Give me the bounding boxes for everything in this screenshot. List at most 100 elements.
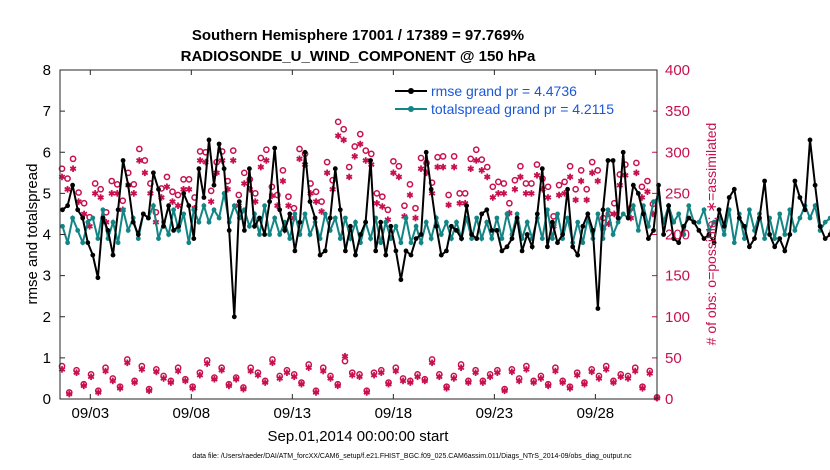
obs-assimilated-marker-low [290, 373, 298, 381]
rmse-point [777, 236, 783, 242]
obs-assimilated-marker-low [305, 364, 313, 372]
y-right-tick-label: 200 [665, 227, 690, 244]
obs-assimilated-marker-low [544, 382, 552, 390]
obs-assimilated-marker-low [312, 389, 320, 396]
obs-possible-marker [58, 165, 66, 173]
rmse-point [403, 248, 409, 254]
obs-assimilated-marker-low [87, 373, 95, 381]
obs-assimilated-marker-low [523, 366, 530, 373]
obs-possible-marker [506, 199, 513, 207]
obs-assimilated-marker-low [341, 352, 349, 360]
obs-possible-marker [351, 143, 359, 150]
totalspread-point [186, 240, 192, 246]
obs-assimilated-marker-low [595, 375, 603, 382]
obs-assimilated-marker [279, 177, 287, 185]
obs-assimilated-marker [472, 157, 480, 164]
obs-possible-marker [633, 159, 640, 167]
rmse-point [671, 236, 677, 242]
obs-possible-marker [323, 158, 331, 166]
obs-assimilated-marker-low [436, 373, 443, 381]
rmse-point [772, 244, 778, 250]
rmse-point [797, 195, 803, 200]
rmse-point [317, 252, 323, 258]
obs-assimilated-marker-low [406, 379, 414, 386]
totalspread-point [211, 207, 217, 213]
totalspread-point [418, 240, 424, 246]
obs-possible-marker [329, 176, 336, 184]
rmse-point [747, 244, 752, 250]
obs-possible-marker [555, 181, 563, 189]
totalspread-point [580, 240, 586, 246]
totalspread-point [696, 219, 702, 225]
obs-assimilated-marker-low [174, 367, 182, 375]
legend-rmse-marker [408, 88, 414, 94]
totalspread-point [80, 240, 86, 246]
rmse-point [489, 228, 495, 233]
rmse-point [388, 223, 394, 229]
obs-possible-marker [185, 176, 193, 183]
rmse-point [151, 170, 156, 176]
obs-assimilated-marker [395, 173, 403, 181]
y-axis-left-label: rmse and totalspread [24, 164, 41, 305]
rmse-point [464, 203, 469, 209]
obs-assimilated-marker [141, 169, 149, 177]
obs-assimilated-marker-low [581, 380, 588, 388]
obs-assimilated-marker [594, 177, 602, 185]
obs-assimilated-marker-low [319, 367, 327, 375]
rmse-point [373, 248, 379, 254]
obs-assimilated-marker [130, 190, 138, 197]
rmse-point [635, 191, 641, 196]
obs-assimilated-marker [323, 169, 331, 177]
obs-assimilated-marker-low [102, 367, 109, 375]
obs-possible-marker [75, 189, 82, 196]
rmse-point [363, 219, 368, 225]
rmse-point [570, 244, 576, 250]
rmse-point [247, 166, 252, 172]
obs-assimilated-marker-low [624, 375, 632, 382]
y-right-tick-label: 50 [665, 350, 682, 367]
rmse-point [762, 178, 767, 184]
rmse-point [807, 137, 813, 143]
obs-assimilated-marker-low [109, 377, 117, 385]
totalspread-point [610, 232, 616, 237]
obs-possible-marker [290, 204, 298, 212]
rmse-point [327, 215, 333, 221]
obs-possible-marker [572, 185, 579, 193]
totalspread-point [302, 211, 308, 217]
rmse-point [610, 158, 616, 163]
y-right-tick-label: 300 [665, 144, 690, 161]
obs-assimilated-marker [340, 136, 347, 144]
rmse-point [272, 145, 278, 151]
obs-assimilated-marker [356, 140, 364, 148]
totalspread-point [449, 236, 454, 242]
rmse-point [125, 182, 131, 188]
obs-assimilated-marker [450, 163, 458, 171]
rmse-point [812, 182, 818, 188]
totalspread-point [120, 207, 126, 213]
rmse-line [61, 139, 830, 317]
obs-assimilated-marker [296, 155, 303, 163]
rmse-point [413, 236, 419, 242]
totalspread-point [408, 240, 414, 246]
obs-assimilated-marker [610, 210, 618, 218]
totalspread-point [772, 236, 778, 242]
obs-possible-marker [461, 190, 469, 197]
totalspread-point [514, 211, 520, 217]
rmse-point [444, 248, 449, 254]
obs-assimilated-marker [555, 191, 563, 199]
obs-possible-marker [378, 193, 386, 201]
rmse-point [757, 215, 762, 221]
obs-possible-marker [318, 198, 325, 205]
rmse-point [787, 232, 793, 237]
rmse-point [676, 240, 682, 246]
rmse-point [267, 199, 272, 205]
rmse-point [726, 195, 732, 200]
obs-assimilated-marker [644, 188, 651, 196]
totalspread-point [307, 232, 313, 237]
rmse-point [615, 215, 621, 221]
obs-assimilated-marker-low [138, 366, 146, 373]
rmse-point [110, 252, 116, 258]
obs-assimilated-marker-low [414, 373, 421, 381]
y-left-tick-label: 6 [43, 144, 51, 161]
